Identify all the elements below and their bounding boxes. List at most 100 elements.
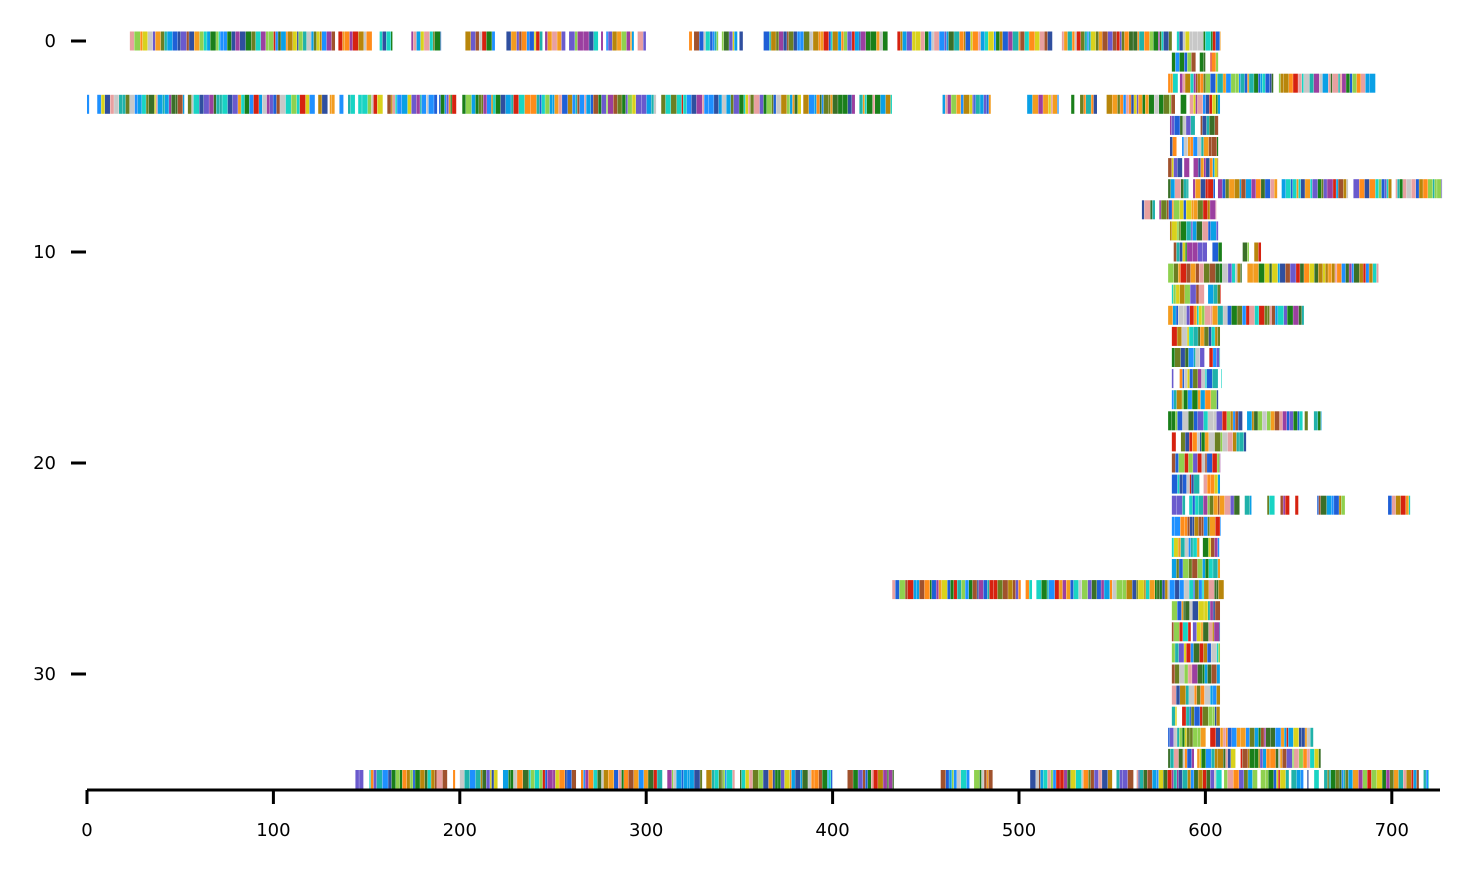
bar-stripe bbox=[522, 770, 529, 789]
bar-stripe bbox=[545, 94, 550, 114]
bar-stripe bbox=[530, 770, 535, 789]
bar-stripe bbox=[1301, 727, 1305, 747]
bar-stripe bbox=[1180, 537, 1185, 557]
bar-stripe bbox=[1203, 94, 1206, 114]
bar-stripe bbox=[864, 94, 867, 114]
bar-stripe bbox=[1211, 52, 1216, 72]
bar-stripe bbox=[1171, 158, 1174, 178]
bar-stripe bbox=[1204, 326, 1209, 346]
bar-stripe bbox=[718, 770, 721, 789]
bar-stripe bbox=[318, 94, 322, 114]
bar-stripe bbox=[567, 94, 573, 114]
bar-stripe bbox=[1189, 474, 1192, 494]
bar-stripe bbox=[740, 770, 742, 789]
bar-stripe bbox=[613, 94, 618, 114]
bar-stripe bbox=[363, 31, 367, 51]
bar-stripe bbox=[1336, 179, 1338, 199]
bar-stripe bbox=[1214, 622, 1220, 642]
bar-stripe bbox=[945, 770, 949, 789]
bar-stripe bbox=[1020, 31, 1025, 51]
bar-stripe bbox=[1334, 495, 1339, 515]
bar-stripe bbox=[1189, 94, 1194, 114]
bar-stripe bbox=[413, 770, 415, 789]
bar-stripe bbox=[1190, 537, 1193, 557]
bar-stripe bbox=[1214, 432, 1221, 452]
bar-stripe bbox=[1299, 411, 1303, 431]
bar-stripe bbox=[618, 770, 622, 789]
bar-stripe bbox=[778, 770, 781, 789]
bar-stripe bbox=[1195, 263, 1199, 283]
bar-stripe bbox=[1080, 94, 1084, 114]
bar-stripe bbox=[1258, 748, 1260, 768]
bar-stripe bbox=[155, 31, 161, 51]
bar-stripe bbox=[1208, 179, 1214, 199]
bar-stripe bbox=[421, 94, 427, 114]
bar-stripe bbox=[1240, 748, 1243, 768]
bar-stripe bbox=[1192, 664, 1198, 684]
bar-stripe bbox=[1384, 179, 1387, 199]
bar-stripe bbox=[832, 94, 838, 114]
bar-stripe bbox=[635, 94, 642, 114]
bar-stripe bbox=[1216, 685, 1221, 705]
bar-stripe bbox=[1177, 158, 1183, 178]
bar-stripe bbox=[981, 770, 984, 789]
bar-stripe bbox=[1194, 474, 1200, 494]
bar-stripe bbox=[1197, 727, 1201, 747]
bar-stripe bbox=[1352, 73, 1357, 93]
bar-stripe bbox=[1195, 179, 1201, 199]
bar-stripe bbox=[1271, 305, 1275, 325]
bar-stripe bbox=[1197, 390, 1201, 410]
bar-stripe bbox=[1244, 770, 1248, 789]
bar-stripe bbox=[1358, 770, 1363, 789]
bar-stripe bbox=[1194, 305, 1197, 325]
bar-stripe bbox=[1203, 411, 1208, 431]
bar-stripe bbox=[631, 31, 634, 51]
bar-stripe bbox=[439, 94, 441, 114]
bar-stripe bbox=[1207, 664, 1212, 684]
bar-stripe bbox=[885, 94, 891, 114]
bar-stripe bbox=[1226, 411, 1231, 431]
bar-stripe bbox=[931, 31, 934, 51]
bar-stripe bbox=[1324, 770, 1328, 789]
bar-stripe bbox=[1285, 179, 1291, 199]
bar-stripe bbox=[818, 31, 821, 51]
bar-stripe bbox=[1171, 390, 1174, 410]
bar-stripe bbox=[966, 770, 970, 789]
bar-stripe bbox=[847, 770, 853, 789]
bar-stripe bbox=[1296, 263, 1300, 283]
bar-stripe bbox=[309, 94, 315, 114]
bar-stripe bbox=[1303, 73, 1310, 93]
bar-stripe bbox=[1008, 580, 1013, 600]
bar-segment bbox=[1071, 94, 1097, 114]
bar-stripe bbox=[1286, 748, 1293, 768]
bar-stripe bbox=[838, 94, 843, 114]
bar-stripe bbox=[1159, 31, 1162, 51]
bar-stripe bbox=[1231, 305, 1237, 325]
bar-stripe bbox=[1275, 305, 1278, 325]
bar-stripe bbox=[471, 94, 476, 114]
bar-stripe bbox=[593, 94, 599, 114]
bar-stripe bbox=[960, 94, 964, 114]
bar-stripe bbox=[1172, 305, 1176, 325]
bar-stripe bbox=[1215, 263, 1220, 283]
bar-stripe bbox=[913, 580, 917, 600]
bar-stripe bbox=[519, 31, 522, 51]
bar-stripe bbox=[180, 31, 187, 51]
bar-stripe bbox=[1231, 73, 1236, 93]
bar-row-14 bbox=[1171, 326, 1221, 346]
bar-stripe bbox=[838, 31, 842, 51]
bar-stripe bbox=[240, 31, 246, 51]
bar-stripe bbox=[350, 94, 355, 114]
bar-stripe bbox=[1090, 770, 1094, 789]
bar-stripe bbox=[1195, 73, 1198, 93]
bar-stripe bbox=[1262, 73, 1266, 93]
bar-stripe bbox=[1346, 179, 1349, 199]
bar-stripe bbox=[539, 94, 542, 114]
bar-stripe bbox=[1179, 664, 1185, 684]
bar-stripe bbox=[1218, 242, 1222, 262]
bar-stripe bbox=[1190, 727, 1193, 747]
bar-stripe bbox=[791, 770, 795, 789]
bar-stripe bbox=[1142, 94, 1146, 114]
bar-stripe bbox=[395, 94, 397, 114]
bar-stripe bbox=[402, 770, 407, 789]
